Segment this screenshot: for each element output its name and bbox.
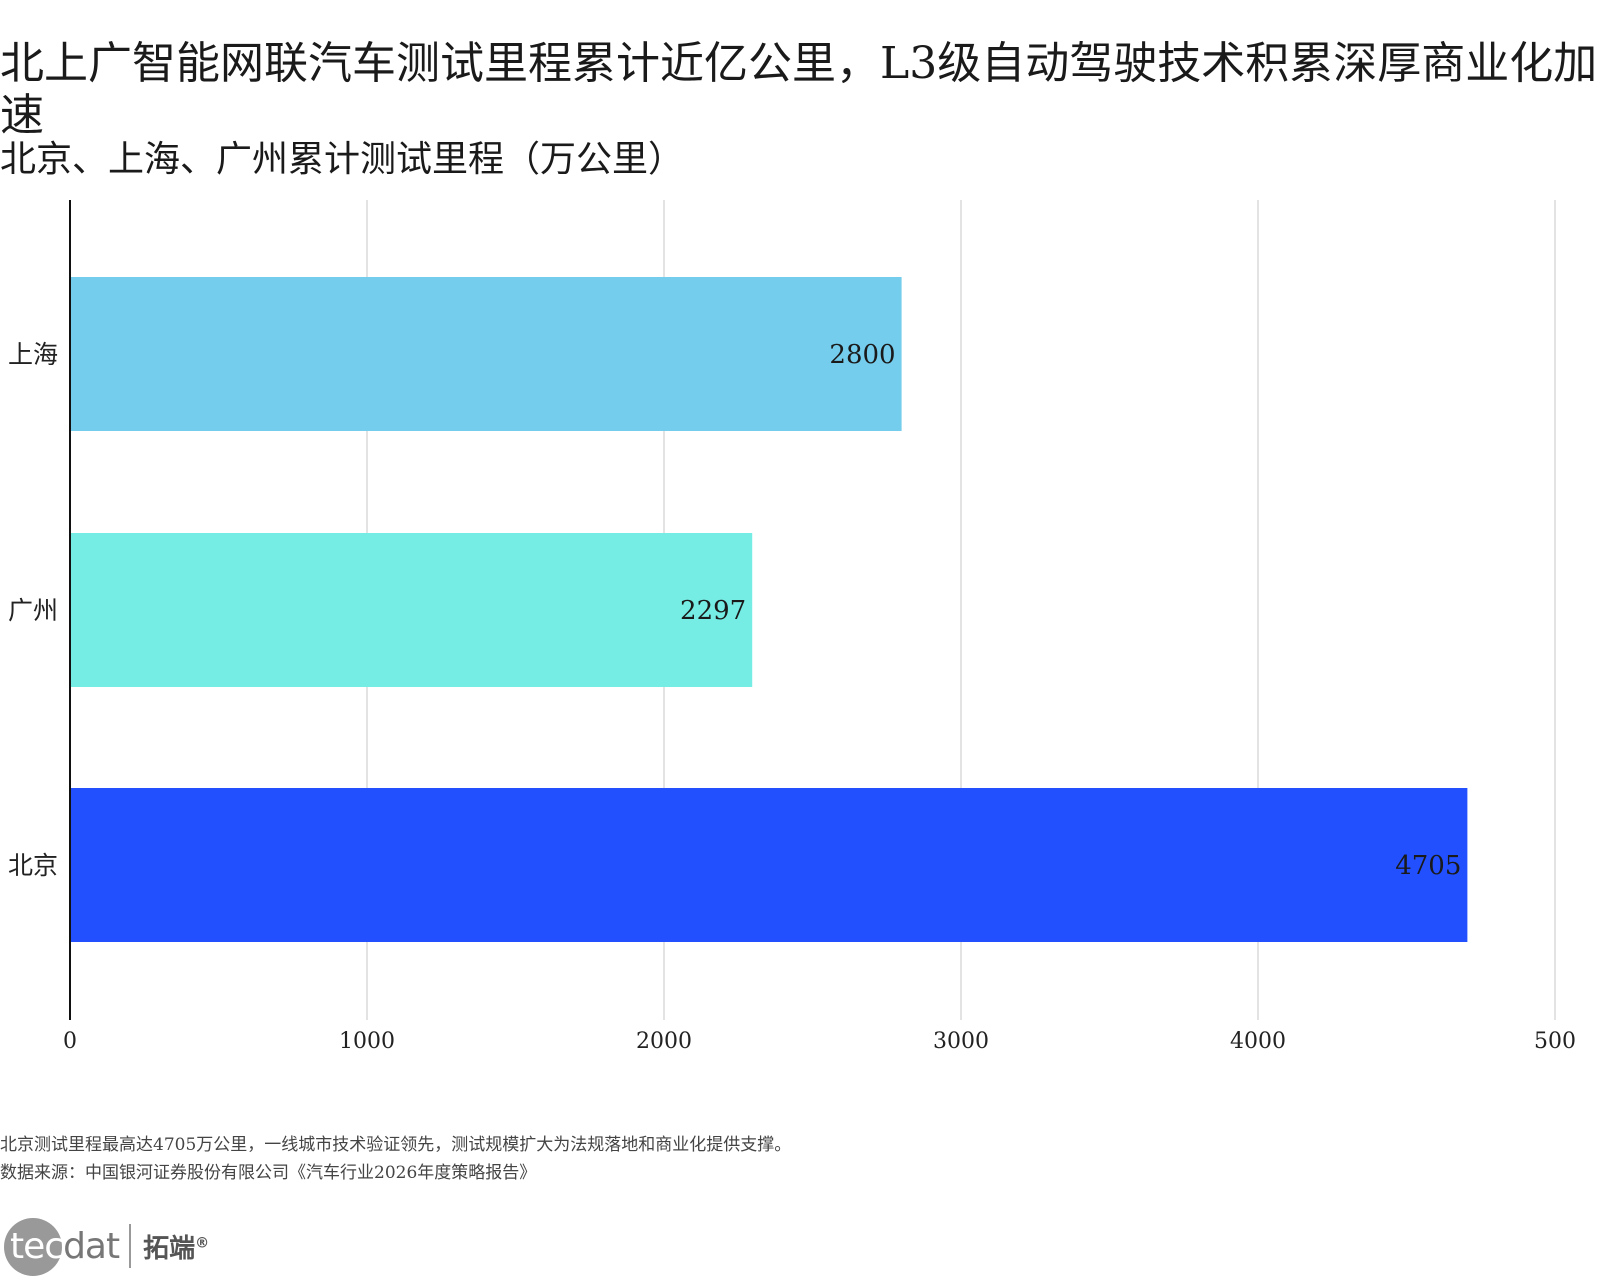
chart-note: 北京测试里程最高达4705万公里，一线城市技术验证领先，测试规模扩大为法规落地和… (0, 1135, 792, 1155)
x-tick-label: 2000 (636, 1029, 692, 1054)
x-tick-label: 500 (1534, 1029, 1576, 1054)
category-label: 广州 (8, 596, 58, 625)
chart-source: 数据来源：中国银河证券股份有限公司《汽车行业2026年度策略报告》 (0, 1163, 537, 1183)
logo-cn-name: 拓端® (143, 1233, 210, 1264)
logo-wordmark: tecdat (10, 1225, 120, 1267)
logo-circle-icon (4, 1218, 62, 1276)
x-tick-label: 1000 (339, 1029, 395, 1054)
bar-0 (70, 277, 902, 431)
category-label: 北京 (8, 851, 58, 880)
bar-2 (70, 788, 1468, 942)
x-tick-label: 4000 (1230, 1029, 1286, 1054)
x-tick-label: 0 (63, 1029, 77, 1054)
x-axis-ticks: 0 1000 2000 3000 4000 500 (63, 1029, 1576, 1054)
category-label: 上海 (8, 340, 58, 369)
bar-value-label: 4705 (1395, 851, 1461, 881)
bar-value-label: 2297 (680, 596, 746, 626)
bar-value-label: 2800 (829, 340, 895, 370)
brand-logo: tecdat 拓端® (4, 1216, 209, 1276)
bar-1 (70, 533, 753, 687)
x-tick-label: 3000 (933, 1029, 989, 1054)
chart-title: 北上广智能网联汽车测试里程累计近亿公里，L3级自动驾驶技术积累深厚商业化加速 (0, 38, 1598, 141)
bars: 2800 2297 4705 (70, 277, 1468, 942)
logo-separator (129, 1224, 132, 1268)
chart-subtitle: 北京、上海、广州累计测试里程（万公里） (0, 139, 685, 180)
